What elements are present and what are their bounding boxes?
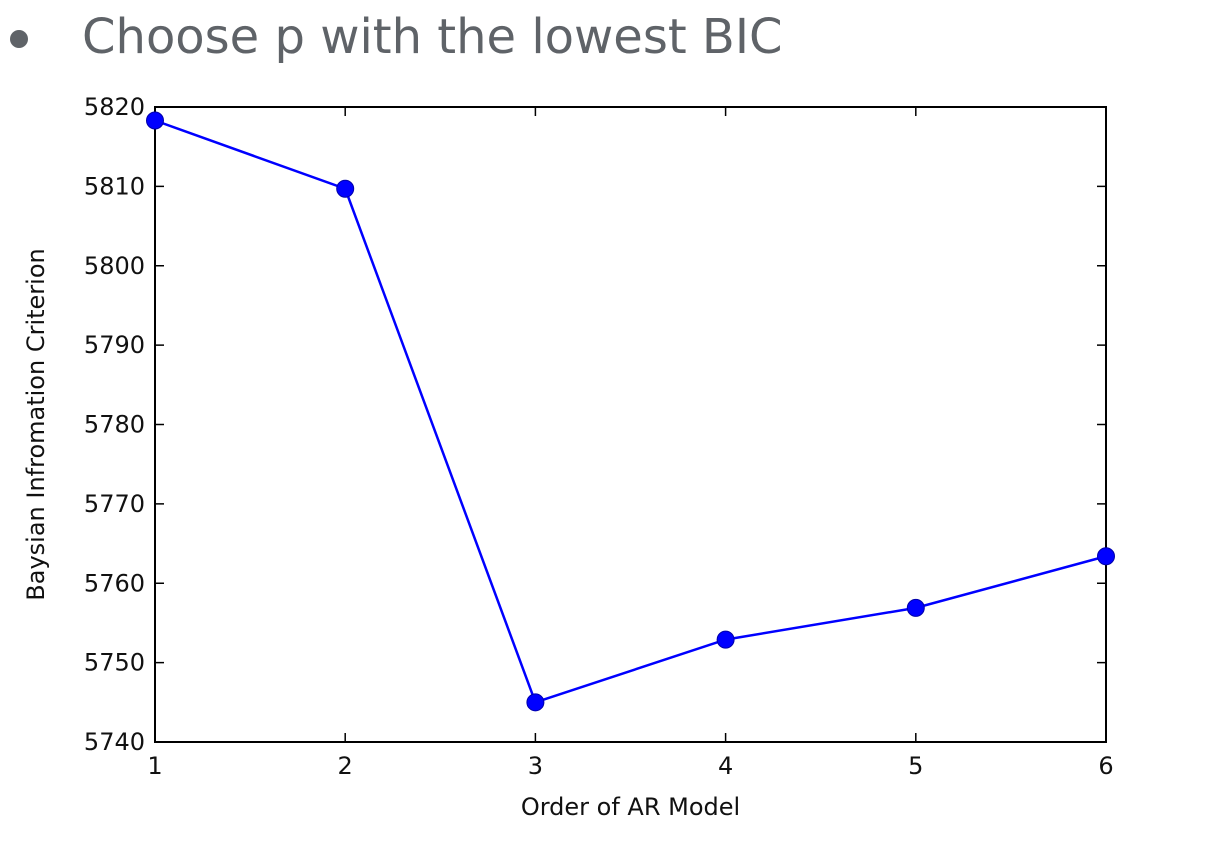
y-tick-label: 5760	[84, 569, 145, 597]
data-point	[716, 630, 735, 649]
y-tick-label: 5770	[84, 490, 145, 518]
bullet-text: Choose p with the lowest BIC	[82, 9, 783, 65]
x-tick-label: 4	[718, 752, 733, 780]
y-tick-label: 5750	[84, 649, 145, 677]
y-axis-label: Baysian Infromation Criterion	[22, 248, 50, 600]
bullet-dot-icon	[10, 30, 28, 48]
data-point	[526, 693, 545, 712]
y-tick-label: 5800	[84, 252, 145, 280]
plot-frame	[154, 106, 1107, 743]
plot-area: 5740 5750 5760 5770 5780 5790 5800 5810 5820 1 2 3 4…	[84, 93, 1115, 780]
series-line	[154, 119, 1107, 704]
y-tick-label: 5780	[84, 411, 145, 439]
x-tick-label: 2	[338, 752, 353, 780]
data-point	[1097, 547, 1115, 566]
data-point	[906, 598, 925, 617]
y-tick-label: 5810	[84, 172, 145, 200]
bullet-line: Choose p with the lowest BIC	[0, 0, 1208, 80]
x-tick-label: 5	[908, 752, 923, 780]
y-tick-label: 5820	[84, 93, 145, 121]
x-tick-label: 3	[528, 752, 543, 780]
x-tick-label: 6	[1098, 752, 1113, 780]
y-tick-label: 5740	[84, 728, 145, 756]
data-point	[336, 179, 355, 198]
data-point	[146, 111, 164, 130]
y-tick-label: 5790	[84, 331, 145, 359]
x-tick-label: 1	[147, 752, 162, 780]
x-axis-label: Order of AR Model	[521, 793, 740, 821]
